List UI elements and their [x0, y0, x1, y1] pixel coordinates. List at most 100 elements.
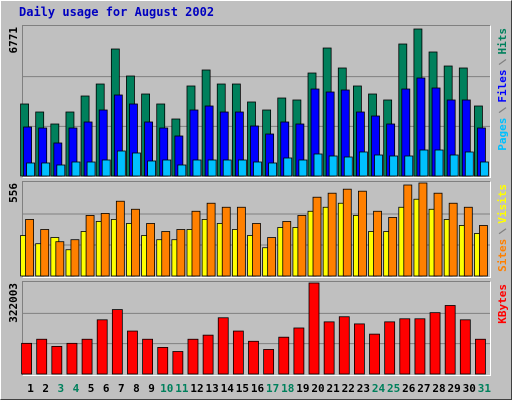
legend-separator — [498, 59, 507, 65]
x-tick-label: 25 — [387, 382, 400, 395]
bar — [81, 338, 93, 375]
bar — [297, 215, 307, 277]
x-tick-label: 20 — [311, 382, 324, 395]
bar — [26, 162, 35, 177]
bar — [187, 338, 199, 375]
bar — [172, 351, 184, 375]
x-tick-label: 1 — [27, 382, 34, 395]
x-tick-label: 15 — [236, 382, 249, 395]
bar — [464, 151, 474, 177]
panel-bevel — [22, 181, 491, 278]
x-tick-label: 17 — [266, 382, 279, 395]
x-tick-label: 11 — [175, 382, 189, 395]
bar — [177, 164, 187, 177]
bar — [131, 208, 140, 277]
x-tick-label: 29 — [448, 382, 461, 395]
legend-label: Pages — [496, 118, 509, 151]
bar — [127, 330, 138, 375]
bar — [237, 159, 247, 177]
legend-label: Hits — [496, 28, 509, 55]
legend-label: KBytes — [496, 284, 509, 324]
bar — [268, 162, 278, 177]
bar — [192, 159, 202, 177]
bar — [222, 159, 232, 177]
bar — [343, 156, 353, 177]
y-tick-label: 322003 — [7, 283, 20, 323]
bar — [70, 239, 80, 277]
x-tick-label: 13 — [205, 382, 218, 395]
bar — [479, 225, 488, 277]
bar — [459, 319, 471, 375]
bar — [449, 154, 459, 177]
bar — [448, 202, 458, 277]
bar — [389, 155, 399, 177]
bar — [206, 202, 216, 277]
bar — [96, 319, 108, 375]
chart-title: Daily usage for August 2002 — [19, 5, 214, 19]
bar — [147, 160, 156, 177]
bar — [111, 309, 123, 375]
legend-separator — [498, 107, 507, 114]
x-tick-label: 9 — [148, 382, 155, 395]
bar — [418, 182, 428, 277]
bar — [373, 210, 382, 277]
bar — [308, 282, 320, 375]
bar — [298, 159, 308, 177]
bar — [278, 336, 290, 375]
bar — [55, 241, 65, 277]
bar — [202, 334, 214, 375]
bar — [100, 213, 110, 277]
panel-bevel — [22, 25, 491, 178]
x-tick-label: 10 — [160, 382, 173, 395]
bar — [66, 342, 78, 375]
x-tick-label: 8 — [133, 382, 140, 395]
bar — [342, 188, 352, 277]
bar — [338, 316, 350, 375]
x-tick-label: 30 — [463, 382, 476, 395]
bar — [312, 196, 322, 277]
bar — [399, 318, 411, 375]
bar — [358, 190, 367, 277]
bar — [101, 159, 111, 177]
panel-bevel — [22, 281, 491, 376]
bar — [191, 210, 201, 277]
bar — [374, 154, 383, 177]
bar — [56, 164, 66, 177]
bar — [21, 342, 32, 375]
x-tick-label: 4 — [73, 382, 80, 395]
x-tick-label: 6 — [103, 382, 110, 395]
x-tick-label: 14 — [221, 382, 235, 395]
bar — [369, 333, 380, 375]
bar — [86, 161, 96, 177]
bar — [403, 184, 413, 277]
bar — [419, 149, 429, 177]
bar — [253, 161, 262, 177]
bar — [36, 338, 48, 375]
x-tick-label: 12 — [190, 382, 203, 395]
x-tick-label: 5 — [88, 382, 95, 395]
x-tick-label: 21 — [327, 382, 341, 395]
bar — [252, 223, 261, 277]
bar — [115, 200, 125, 277]
bar — [267, 237, 277, 277]
bar — [40, 229, 50, 277]
x-tick-label: 31 — [478, 382, 492, 395]
bar — [71, 161, 81, 177]
bar — [433, 192, 443, 277]
bar — [217, 317, 229, 375]
bar — [248, 340, 259, 375]
bar — [480, 161, 489, 177]
bar — [444, 305, 456, 375]
bar — [354, 323, 365, 375]
bar — [328, 155, 338, 177]
x-tick-label: 19 — [296, 382, 309, 395]
bar — [327, 192, 337, 277]
x-tick-label: 18 — [281, 382, 294, 395]
bar — [162, 159, 172, 177]
bar — [463, 206, 473, 277]
bar — [414, 318, 426, 375]
bar — [132, 152, 141, 177]
bar — [116, 150, 126, 177]
y-tick-label: 556 — [7, 183, 20, 203]
